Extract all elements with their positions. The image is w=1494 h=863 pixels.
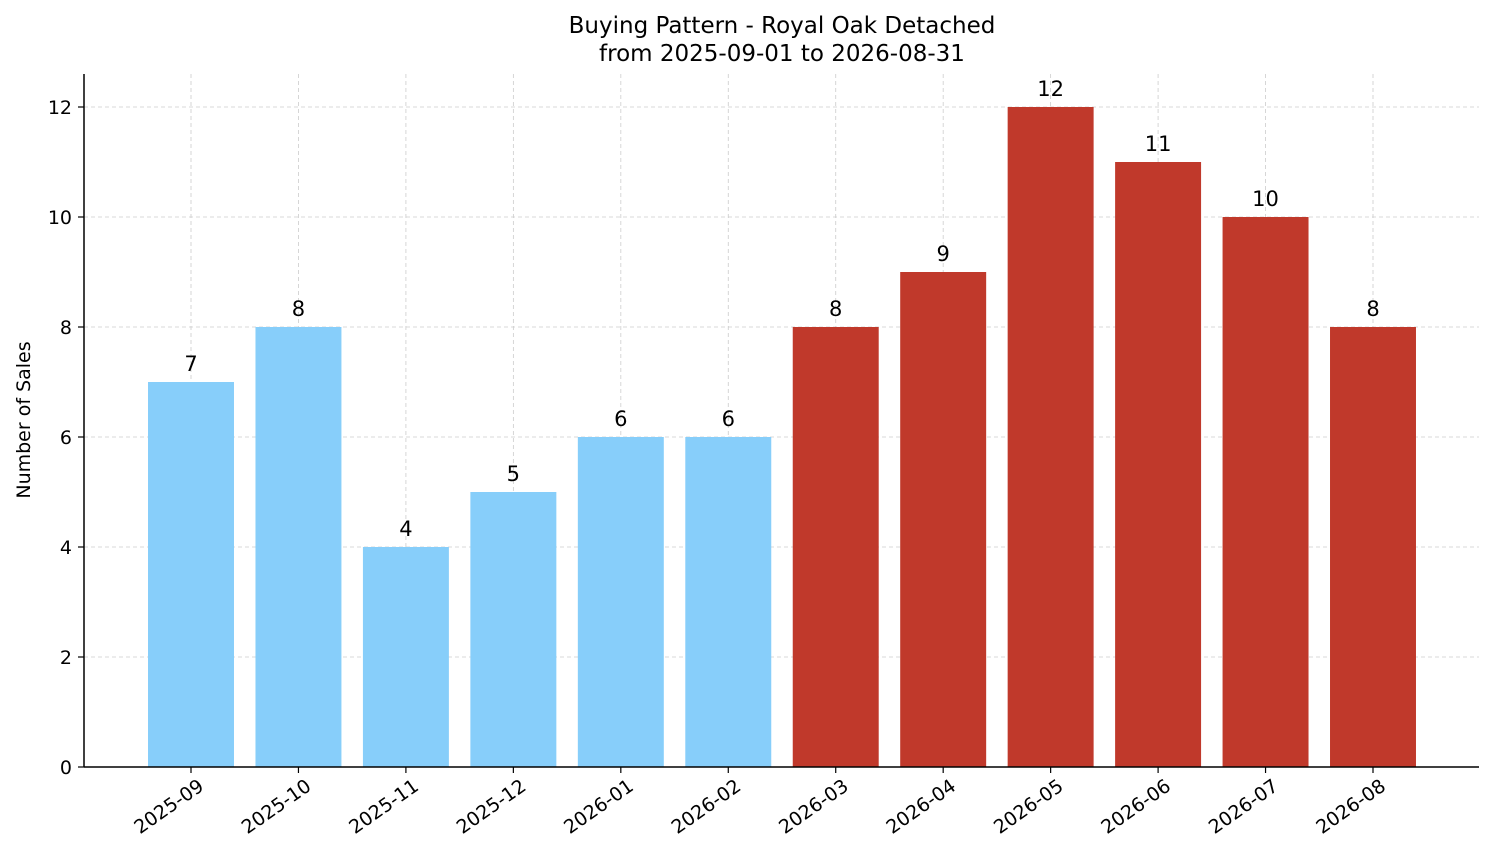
y-tick-label: 6: [60, 427, 72, 449]
value-label-2026-01: 6: [614, 407, 627, 431]
y-tick-label: 0: [60, 757, 72, 779]
bar-2025-12: [470, 492, 557, 767]
x-tick-label-2026-05: 2026-05: [990, 775, 1068, 839]
x-tick-label-2026-04: 2026-04: [882, 775, 960, 839]
value-label-2026-05: 12: [1037, 77, 1064, 101]
bar-2026-06: [1115, 162, 1202, 767]
chart-title: Buying Pattern - Royal Oak Detached: [569, 13, 996, 39]
y-tick-label: 8: [60, 317, 72, 339]
bar-2025-10: [255, 327, 342, 767]
y-tick-label: 10: [48, 207, 72, 229]
x-tick-label-2025-11: 2025-11: [345, 775, 423, 839]
bar-2026-04: [900, 272, 987, 767]
x-tick-label-2026-03: 2026-03: [775, 775, 853, 839]
value-label-2025-09: 7: [184, 352, 197, 376]
bar-2025-09: [148, 382, 234, 767]
x-tick-label-2026-06: 2026-06: [1097, 775, 1175, 839]
chart-subtitle: from 2025-09-01 to 2026-08-31: [599, 41, 965, 67]
bar-2026-07: [1222, 217, 1309, 767]
y-tick-label: 12: [48, 97, 72, 119]
bar-2025-11: [362, 547, 449, 767]
x-tick-label-2026-01: 2026-01: [560, 775, 638, 839]
value-label-2025-10: 8: [292, 297, 305, 321]
axes-layer: [78, 74, 1479, 773]
value-label-2026-02: 6: [722, 407, 735, 431]
x-tick-label-2025-12: 2025-12: [453, 775, 531, 839]
bar-2026-08: [1330, 327, 1416, 767]
y-tick-label: 4: [60, 537, 72, 559]
bar-2026-03: [792, 327, 879, 767]
value-label-2026-04: 9: [936, 242, 949, 266]
y-axis-title: Number of Sales: [13, 341, 35, 498]
x-tick-label-2026-07: 2026-07: [1205, 775, 1283, 839]
x-tick-label-2026-02: 2026-02: [667, 775, 745, 839]
value-label-2026-07: 10: [1252, 187, 1279, 211]
x-tick-label-2025-10: 2025-10: [238, 775, 316, 839]
bars-layer: [148, 107, 1416, 767]
value-label-2026-08: 8: [1366, 297, 1379, 321]
value-label-2025-11: 4: [399, 517, 412, 541]
bar-2026-05: [1007, 107, 1094, 767]
value-label-2025-12: 5: [507, 462, 520, 486]
bar-2026-01: [577, 437, 664, 767]
value-label-2026-03: 8: [829, 297, 842, 321]
value-label-2026-06: 11: [1145, 132, 1172, 156]
y-tick-label: 2: [60, 647, 72, 669]
x-tick-label-2025-09: 2025-09: [130, 775, 208, 839]
bar-2026-02: [685, 437, 772, 767]
x-tick-label-2026-08: 2026-08: [1312, 775, 1390, 839]
